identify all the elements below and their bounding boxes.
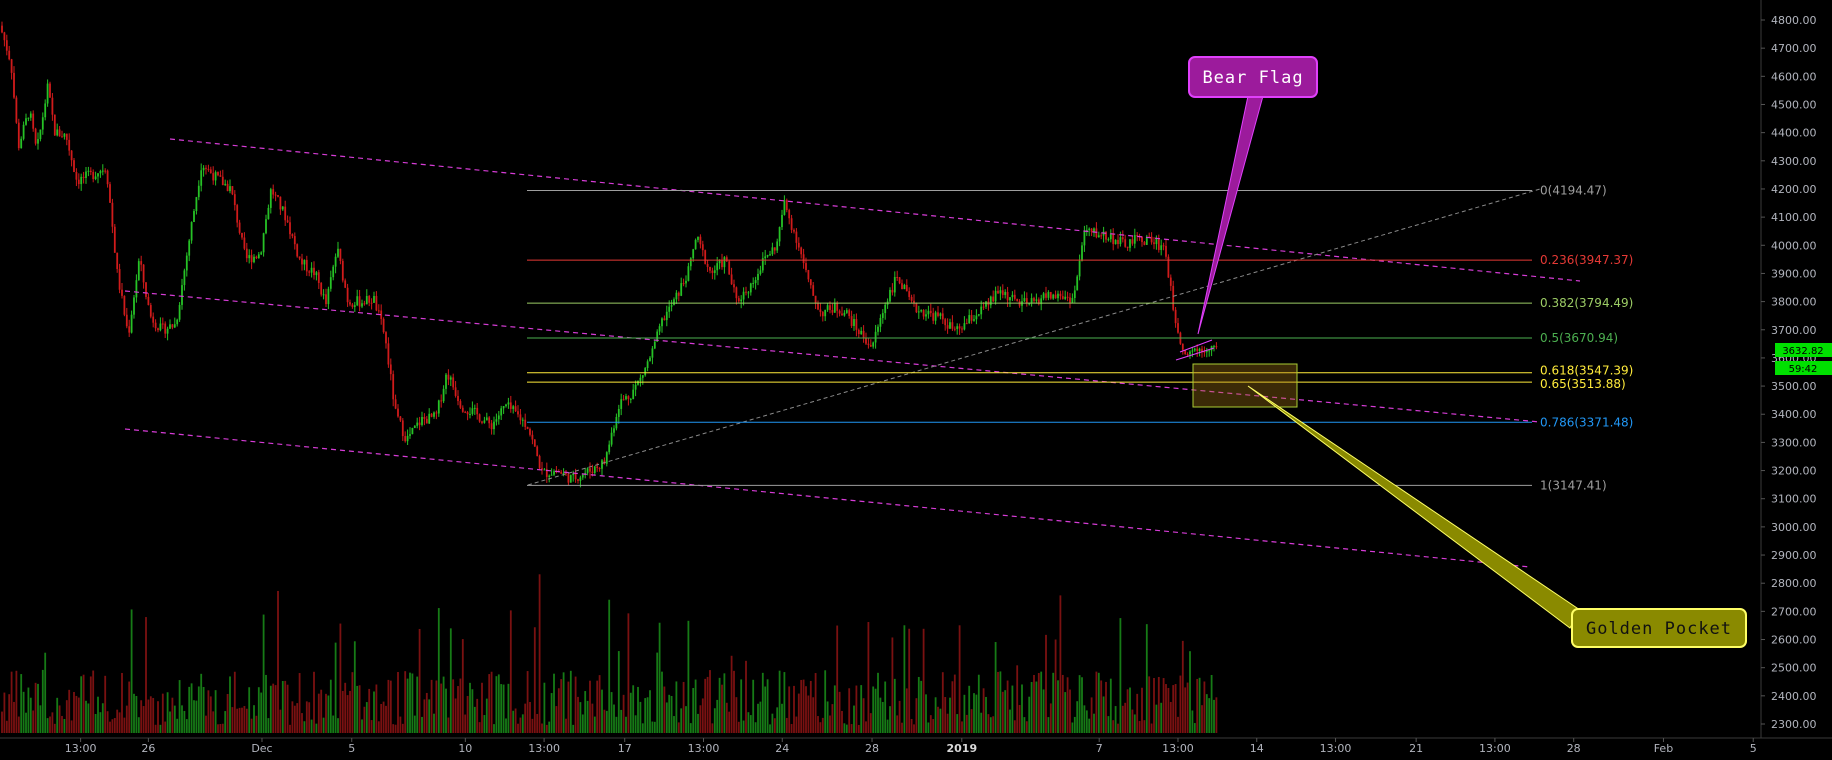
- y-tick-label: 2600.00: [1771, 634, 1817, 647]
- golden-pocket-label: Golden Pocket: [1586, 619, 1732, 639]
- y-tick-label: 4600.00: [1771, 70, 1817, 83]
- volume-histogram: [1, 574, 1218, 733]
- y-tick-label: 3300.00: [1771, 436, 1817, 449]
- x-tick-label: 7: [1096, 742, 1103, 755]
- y-tick-label: 3100.00: [1771, 493, 1817, 506]
- x-axis[interactable]: 13:00 26 Dec 5 10 13:00 17 13:00 24 28 2019 7 13:00 1…: [65, 738, 1757, 755]
- y-tick-label: 3700.00: [1771, 324, 1817, 337]
- channel-lower-line: [124, 428, 1531, 568]
- fib-label: 0.382(3794.49): [1540, 296, 1633, 310]
- y-tick-label: 2400.00: [1771, 690, 1817, 703]
- y-tick-label: 2500.00: [1771, 662, 1817, 675]
- bear-flag-box: [1188, 56, 1318, 98]
- y-tick-label: 4000.00: [1771, 239, 1817, 252]
- y-tick-label: 3200.00: [1771, 465, 1817, 478]
- fib-label: 0.236(3947.37): [1540, 253, 1633, 267]
- fib-label: 0.65(3513.88): [1540, 377, 1626, 391]
- x-tick-label: 13:00: [1162, 742, 1194, 755]
- y-tick-label: 4500.00: [1771, 98, 1817, 111]
- y-tick-label: 3900.00: [1771, 267, 1817, 280]
- y-tick-label: 4100.00: [1771, 211, 1817, 224]
- y-tick-label: 4200.00: [1771, 183, 1817, 196]
- y-tick-label: 4700.00: [1771, 42, 1817, 55]
- fib-label: 0.786(3371.48): [1540, 415, 1633, 429]
- current-price-value: 3632.82: [1782, 346, 1823, 357]
- fib-label: 0.618(3547.39): [1540, 364, 1633, 378]
- y-tick-label: 2900.00: [1771, 549, 1817, 562]
- x-tick-label: 26: [141, 742, 155, 755]
- x-tick-label: 13:00: [1320, 742, 1352, 755]
- y-tick-label: 3400.00: [1771, 408, 1817, 421]
- bear-flag-label: Bear Flag: [1202, 68, 1303, 88]
- y-tick-label: 3500.00: [1771, 380, 1817, 393]
- x-tick-label: 5: [348, 742, 355, 755]
- bear-flag-pattern: [1175, 339, 1215, 361]
- x-tick-label: 13:00: [528, 742, 560, 755]
- fib-label: 0(4194.47): [1540, 184, 1607, 198]
- price-countdown: 59:42: [1789, 364, 1818, 375]
- x-tick-label: 21: [1409, 742, 1423, 755]
- y-tick-label: 2800.00: [1771, 577, 1817, 590]
- x-tick-label: 2019: [946, 742, 977, 755]
- golden-pocket-callout[interactable]: Golden Pocket: [1247, 385, 1747, 648]
- y-tick-label: 2300.00: [1771, 718, 1817, 731]
- channel-lines: [124, 138, 1581, 568]
- x-tick-label: 5: [1750, 742, 1757, 755]
- x-tick-label: 17: [618, 742, 632, 755]
- x-tick-label: 13:00: [688, 742, 720, 755]
- current-price-tag: 3632.82 59:42: [1775, 343, 1832, 375]
- fibonacci-retracement: 0(4194.47) 0.236(3947.37) 0.382(3794.49) 0.…: [527, 184, 1633, 492]
- golden-pocket-zone: [1192, 363, 1298, 408]
- bear-flag-callout[interactable]: Bear Flag: [1188, 56, 1318, 335]
- channel-upper-line: [169, 138, 1581, 282]
- y-axis[interactable]: 4800.00 4700.00 4600.00 4500.00 4400.00 4300.…: [1761, 14, 1817, 731]
- x-tick-label: Feb: [1654, 742, 1673, 755]
- channel-middle-line: [124, 290, 1541, 423]
- x-tick-label: 28: [1567, 742, 1581, 755]
- x-tick-label: 24: [775, 742, 789, 755]
- candlestick-series: [1, 21, 1218, 488]
- golden-pocket-box: [1571, 608, 1747, 648]
- y-tick-label: 4800.00: [1771, 14, 1817, 27]
- y-tick-label: 3000.00: [1771, 521, 1817, 534]
- x-tick-label: 13:00: [65, 742, 97, 755]
- y-tick-label: 2700.00: [1771, 605, 1817, 618]
- fib-label: 1(3147.41): [1540, 478, 1607, 492]
- x-tick-label: Dec: [251, 742, 272, 755]
- trend-line: [527, 188, 1541, 486]
- y-tick-label: 4300.00: [1771, 155, 1817, 168]
- x-tick-label: 10: [458, 742, 472, 755]
- y-tick-label: 3800.00: [1771, 296, 1817, 309]
- x-tick-label: 13:00: [1479, 742, 1511, 755]
- x-tick-label: 14: [1250, 742, 1264, 755]
- fib-label: 0.5(3670.94): [1540, 331, 1618, 345]
- y-tick-label: 4400.00: [1771, 127, 1817, 140]
- x-tick-label: 28: [865, 742, 879, 755]
